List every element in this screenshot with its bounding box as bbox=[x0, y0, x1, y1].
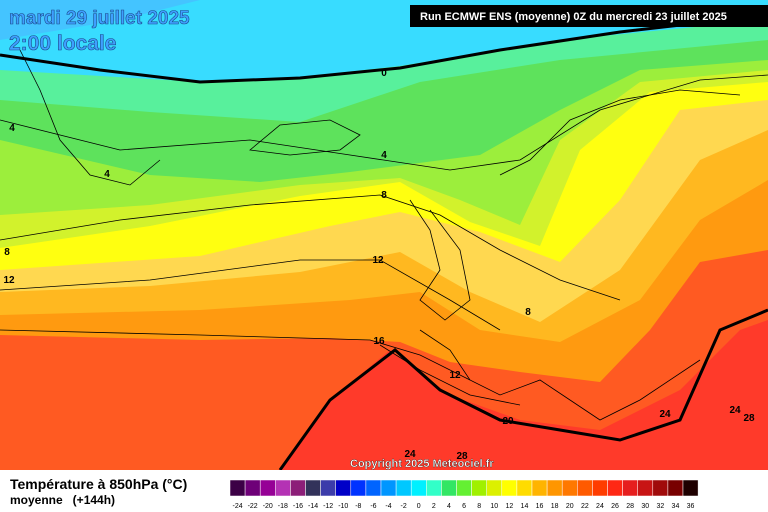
coastlines bbox=[19, 49, 741, 421]
contour-label: 4 bbox=[381, 150, 387, 161]
scale-label: 8 bbox=[477, 503, 481, 510]
scale-label: 34 bbox=[672, 503, 680, 510]
scale-label: -18 bbox=[278, 503, 288, 510]
contour-label: 12 bbox=[449, 370, 461, 381]
scale-swatch bbox=[471, 479, 487, 497]
scale-swatch bbox=[637, 479, 654, 497]
contour-label: 4 bbox=[104, 169, 110, 180]
scale-swatch bbox=[531, 479, 548, 497]
scale-swatch bbox=[516, 479, 533, 497]
scale-label: 2 bbox=[432, 503, 436, 510]
scale-swatch bbox=[244, 479, 261, 497]
scale-swatch bbox=[259, 479, 276, 497]
scale-swatch bbox=[607, 479, 623, 497]
scale-swatch bbox=[395, 479, 412, 497]
scale-label: 24 bbox=[596, 503, 604, 510]
scale-swatch bbox=[592, 479, 608, 497]
contour-label: 8 bbox=[525, 307, 531, 318]
run-banner bbox=[410, 5, 768, 27]
temperature-band bbox=[0, 0, 768, 40]
scale-label: 28 bbox=[626, 503, 634, 510]
scale-label: 12 bbox=[505, 503, 513, 510]
scale-label: 4 bbox=[447, 503, 451, 510]
scale-swatch bbox=[365, 479, 382, 497]
scale-swatch bbox=[577, 479, 593, 497]
scale-label: 10 bbox=[490, 503, 498, 510]
contour-label: 12 bbox=[3, 275, 15, 286]
scale-swatch bbox=[380, 479, 397, 497]
scale-label: 22 bbox=[581, 503, 589, 510]
scale-label: -22 bbox=[248, 503, 258, 510]
contour-label: 24 bbox=[404, 449, 416, 460]
scale-swatch bbox=[456, 479, 472, 497]
contour-label: 24 bbox=[659, 409, 671, 420]
contour-label: 8 bbox=[4, 247, 10, 258]
scale-label: -14 bbox=[308, 503, 318, 510]
scale-label: 36 bbox=[687, 503, 695, 510]
contour-label: 12 bbox=[372, 255, 384, 266]
scale-label: 16 bbox=[536, 503, 544, 510]
scale-swatch bbox=[682, 479, 699, 497]
legend-title: Température à 850hPa (°C) bbox=[10, 476, 187, 492]
scale-label: 18 bbox=[551, 503, 559, 510]
contour-label: 0 bbox=[381, 68, 387, 79]
scale-swatch bbox=[275, 479, 291, 497]
scale-label: 30 bbox=[641, 503, 649, 510]
scale-swatch bbox=[229, 479, 246, 497]
scale-swatch bbox=[667, 479, 684, 497]
contour-label: 8 bbox=[381, 190, 387, 201]
scale-label: 32 bbox=[656, 503, 664, 510]
scale-label: -2 bbox=[401, 503, 407, 510]
run-info: Run ECMWF ENS (moyenne) 0Z du mercredi 2… bbox=[420, 11, 727, 23]
scale-swatch bbox=[410, 479, 427, 497]
contour-label: 16 bbox=[373, 336, 385, 347]
scale-label: -16 bbox=[293, 503, 303, 510]
scale-swatch bbox=[546, 479, 563, 497]
scale-swatch bbox=[652, 479, 669, 497]
scale-swatch bbox=[622, 479, 638, 497]
scale-swatch bbox=[561, 479, 578, 497]
scale-label: 0 bbox=[417, 503, 421, 510]
scale-label: -20 bbox=[263, 503, 273, 510]
scale-swatch bbox=[501, 479, 518, 497]
contour-label: 28 bbox=[456, 451, 468, 462]
temperature-bands bbox=[0, 0, 768, 470]
legend-subtitle: moyenne (+144h) bbox=[10, 493, 115, 507]
forecast-time: 2:00 locale bbox=[9, 32, 116, 55]
scale-swatch bbox=[335, 479, 352, 497]
contour-label: 28 bbox=[743, 413, 755, 424]
scale-label: 26 bbox=[611, 503, 619, 510]
scale-label: 6 bbox=[462, 503, 466, 510]
scale-label: 14 bbox=[521, 503, 529, 510]
scale-label: 20 bbox=[566, 503, 574, 510]
scale-swatch bbox=[305, 479, 321, 497]
scale-label: -10 bbox=[338, 503, 348, 510]
scale-swatch bbox=[320, 479, 336, 497]
color-scale: -24 -22 -20 -18 -16 -14 -12 -10 -8 -6 -4 -2 0 2 4 6 8 10 1… bbox=[229, 479, 699, 510]
scale-label: -8 bbox=[355, 503, 361, 510]
scale-label: -24 bbox=[232, 503, 242, 510]
scale-swatch bbox=[441, 479, 457, 497]
scale-swatch bbox=[486, 479, 503, 497]
scale-swatch bbox=[426, 479, 442, 497]
scale-label: -4 bbox=[385, 503, 391, 510]
contour-label: 20 bbox=[502, 416, 514, 427]
isotherms bbox=[0, 13, 768, 471]
scale-label: -6 bbox=[370, 503, 376, 510]
scale-swatch bbox=[290, 479, 306, 497]
forecast-date: mardi 29 juillet 2025 bbox=[9, 8, 190, 29]
copyright: Copyright 2025 Meteociel.fr bbox=[350, 458, 494, 470]
contour-label: 24 bbox=[729, 405, 741, 416]
contour-label: 4 bbox=[9, 123, 15, 134]
scale-swatch bbox=[350, 479, 367, 497]
scale-label: -12 bbox=[323, 503, 333, 510]
